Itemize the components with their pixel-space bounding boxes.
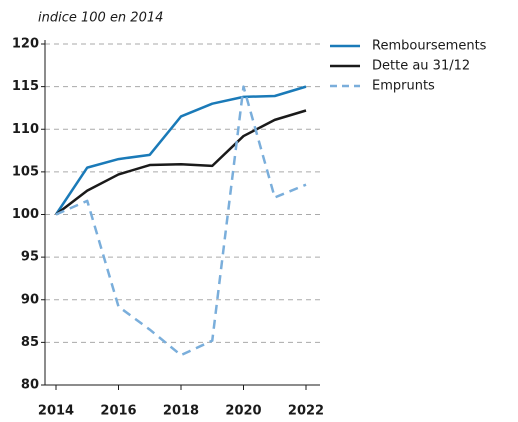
x-tick-label: 2018 (163, 404, 199, 419)
y-tick-label: 120 (12, 37, 39, 52)
series-line (54, 85, 307, 216)
y-tick-label: 80 (21, 378, 39, 393)
legend-label: Remboursements (372, 39, 487, 54)
legend-label: Emprunts (372, 79, 435, 94)
y-tick-label: 110 (12, 122, 39, 137)
x-tick-label: 2014 (38, 404, 74, 419)
y-tick-label: 115 (12, 79, 39, 94)
y-tick-label: 90 (21, 292, 39, 307)
legend-label: Dette au 31/12 (372, 59, 470, 74)
y-tick-label: 100 (12, 207, 39, 222)
y-tick-label: 85 (21, 335, 39, 350)
x-tick-label: 2016 (100, 404, 136, 419)
chart-subtitle: indice 100 en 2014 (38, 11, 163, 26)
series-line (55, 85, 307, 357)
y-tick-label: 105 (12, 164, 39, 179)
x-tick-label: 2020 (225, 404, 261, 419)
y-tick-label: 95 (21, 250, 39, 265)
series-line (55, 109, 307, 216)
x-tick-label: 2022 (288, 404, 324, 419)
